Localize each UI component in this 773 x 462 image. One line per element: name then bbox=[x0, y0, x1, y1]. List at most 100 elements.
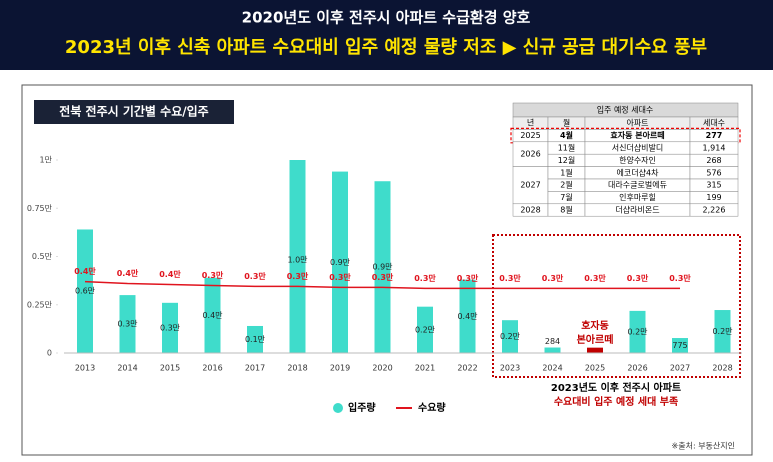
y-tick-label: 0.75만 bbox=[27, 204, 53, 213]
line-value-label: 0.3만 bbox=[669, 273, 691, 283]
legend-label: 입주량 bbox=[348, 401, 376, 414]
bar-value-label: 0.6만 bbox=[75, 287, 96, 296]
x-tick-label: 2015 bbox=[160, 364, 180, 373]
table-year: 2025 bbox=[520, 131, 540, 140]
bar bbox=[417, 306, 433, 353]
line-value-label: 0.3만 bbox=[287, 271, 309, 281]
box-note-1: 2023년도 이후 전주시 아파트 bbox=[551, 381, 681, 394]
table-year: 2028 bbox=[520, 206, 540, 215]
bar-value-label: 0.9만 bbox=[330, 258, 351, 267]
y-tick-label: 0.5만 bbox=[32, 252, 53, 261]
bar bbox=[204, 277, 221, 353]
bar-value-label: 0.4만 bbox=[457, 312, 478, 321]
highlight-box bbox=[492, 234, 741, 378]
y-tick-label: 0 bbox=[47, 349, 52, 358]
x-tick-label: 2027 bbox=[670, 364, 690, 373]
x-tick-label: 2025 bbox=[585, 364, 605, 373]
source: ※출처: 부동산지인 bbox=[672, 441, 735, 451]
table-text: 199 bbox=[706, 193, 721, 202]
legend-swatch bbox=[333, 403, 343, 413]
table-text: 대라수글로벌에듀 bbox=[608, 180, 667, 190]
box-note-2: 수요대비 입주 예정 세대 부족 bbox=[554, 395, 678, 408]
bar bbox=[162, 302, 178, 353]
bar-value-label: 284 bbox=[545, 337, 560, 346]
table-text: 277 bbox=[706, 131, 723, 140]
x-tick-label: 2024 bbox=[542, 364, 562, 373]
table-text: 에코더샵4차 bbox=[617, 167, 660, 177]
line-value-label: 0.3만 bbox=[244, 271, 266, 281]
y-tick-label: 0.25만 bbox=[27, 300, 53, 309]
table-text: 2월 bbox=[560, 180, 572, 190]
line-value-label: 0.4만 bbox=[117, 268, 139, 278]
table-text: 11월 bbox=[558, 143, 576, 153]
bar bbox=[672, 338, 688, 353]
table-text: 더샵라비온드 bbox=[615, 205, 659, 215]
x-tick-label: 2023 bbox=[500, 364, 520, 373]
x-tick-label: 2014 bbox=[117, 364, 137, 373]
bar bbox=[544, 347, 561, 353]
x-tick-label: 2013 bbox=[75, 364, 95, 373]
table-header: 월 bbox=[563, 118, 570, 128]
bar-value-label: 0.3만 bbox=[117, 320, 138, 329]
bar-value-label: 0.4만 bbox=[202, 311, 223, 320]
line-value-label: 0.3만 bbox=[627, 273, 649, 283]
x-tick-label: 2028 bbox=[712, 364, 732, 373]
table-text: 315 bbox=[706, 181, 721, 190]
legend-label: 수요량 bbox=[418, 402, 446, 414]
bar bbox=[332, 171, 348, 353]
x-tick-label: 2017 bbox=[245, 364, 265, 373]
bar-note: 호자동 bbox=[581, 319, 609, 332]
table-text: 268 bbox=[706, 156, 721, 165]
table-text: 효자동 본아르떼 bbox=[610, 130, 664, 140]
bar bbox=[77, 229, 93, 353]
table-text: 576 bbox=[706, 168, 721, 177]
title-box bbox=[34, 100, 234, 124]
x-tick-label: 2018 bbox=[287, 364, 307, 373]
table-text: 한양수자인 bbox=[619, 155, 656, 165]
table-text: 인후마루힐 bbox=[619, 192, 656, 202]
x-tick-label: 2020 bbox=[372, 364, 392, 373]
table-cell bbox=[512, 141, 549, 167]
bar-value-label: 0.2만 bbox=[500, 332, 521, 341]
table-cell bbox=[689, 203, 739, 217]
table-header: 년 bbox=[527, 118, 534, 128]
bar-value-label: 0.2만 bbox=[712, 327, 733, 336]
banner-line1: 2020년도 이후 전주시 아파트 수급환경 양호 bbox=[242, 9, 531, 27]
line-value-label: 0.3만 bbox=[499, 273, 521, 283]
bar-value-label: 1.0만 bbox=[287, 256, 308, 265]
table-title: 입주 예정 세대수 bbox=[597, 105, 654, 115]
bar bbox=[714, 310, 731, 353]
bar-value-label: 0.9만 bbox=[372, 263, 393, 272]
table-year: 2027 bbox=[520, 181, 540, 190]
bar-value-label: 775 bbox=[672, 341, 687, 350]
banner-line2: 2023년 이후 신축 아파트 수요대비 입주 예정 물량 저조 ▶ 신규 공급… bbox=[65, 36, 707, 58]
x-tick-label: 2022 bbox=[457, 364, 477, 373]
table-text: 서신더샵비발디 bbox=[612, 143, 664, 153]
bar bbox=[502, 320, 518, 353]
table-text: 1월 bbox=[560, 167, 572, 177]
bar-value-label: 0.1만 bbox=[245, 335, 266, 344]
line-value-label: 0.4만 bbox=[159, 269, 181, 279]
table-text: 2,226 bbox=[703, 206, 726, 215]
bar-value-label: 0.2만 bbox=[627, 327, 648, 336]
banner bbox=[0, 0, 773, 70]
table-year: 2026 bbox=[520, 150, 540, 159]
table-cell bbox=[512, 166, 549, 205]
line-value-label: 0.3만 bbox=[414, 273, 436, 283]
bar-note: 본아르떼 bbox=[577, 333, 614, 346]
table-text: 1,914 bbox=[703, 144, 726, 153]
bar bbox=[587, 347, 603, 353]
bar bbox=[247, 325, 263, 353]
line-value-label: 0.3만 bbox=[329, 272, 351, 282]
y-tick-label: 1만 bbox=[40, 156, 53, 165]
line-value-label: 0.3만 bbox=[202, 270, 224, 280]
bar bbox=[119, 295, 136, 353]
table-text: 12월 bbox=[558, 155, 576, 165]
line-value-label: 0.3만 bbox=[542, 273, 564, 283]
table-header: 아파트 bbox=[626, 118, 648, 128]
bar-value-label: 0.2만 bbox=[415, 325, 436, 334]
line-value-label: 0.3만 bbox=[584, 273, 606, 283]
line-value-label: 0.3만 bbox=[372, 272, 394, 282]
x-tick-label: 2026 bbox=[627, 364, 647, 373]
